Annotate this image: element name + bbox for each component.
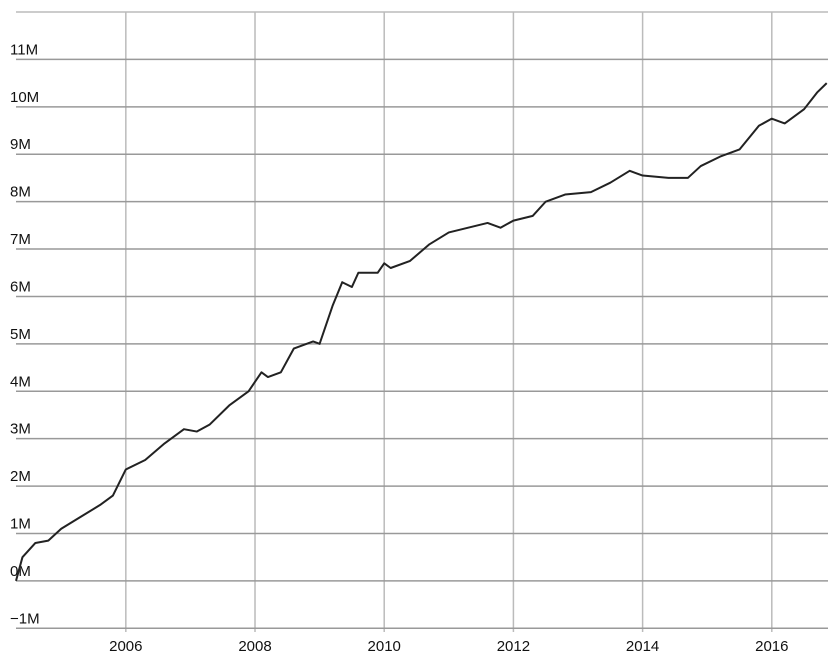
y-tick-label: 9M: [10, 136, 31, 153]
y-tick-label: 3M: [10, 421, 31, 438]
y-tick-label: 7M: [10, 231, 31, 248]
y-tick-label: 6M: [10, 278, 31, 295]
y-tick-label: 10M: [10, 89, 39, 106]
y-tick-label: 1M: [10, 515, 31, 532]
x-tick-label: 2014: [626, 638, 659, 655]
x-tick-label: 2008: [238, 638, 271, 655]
x-tick-label: 2010: [368, 638, 401, 655]
line: [15, 82, 828, 582]
x-tick-label: 2006: [109, 638, 142, 655]
x-tick-label: 2016: [755, 638, 788, 655]
y-tick-label: 0M: [10, 563, 31, 580]
y-tick-label: −1M: [10, 610, 40, 627]
y-tick-label: 2M: [10, 468, 31, 485]
y-tick-label: 8M: [10, 184, 31, 201]
y-tick-label: 5M: [10, 326, 31, 343]
y-tick-label: 4M: [10, 373, 31, 390]
x-tick-label: 2012: [497, 638, 530, 655]
y-tick-label: 11M: [10, 41, 38, 58]
